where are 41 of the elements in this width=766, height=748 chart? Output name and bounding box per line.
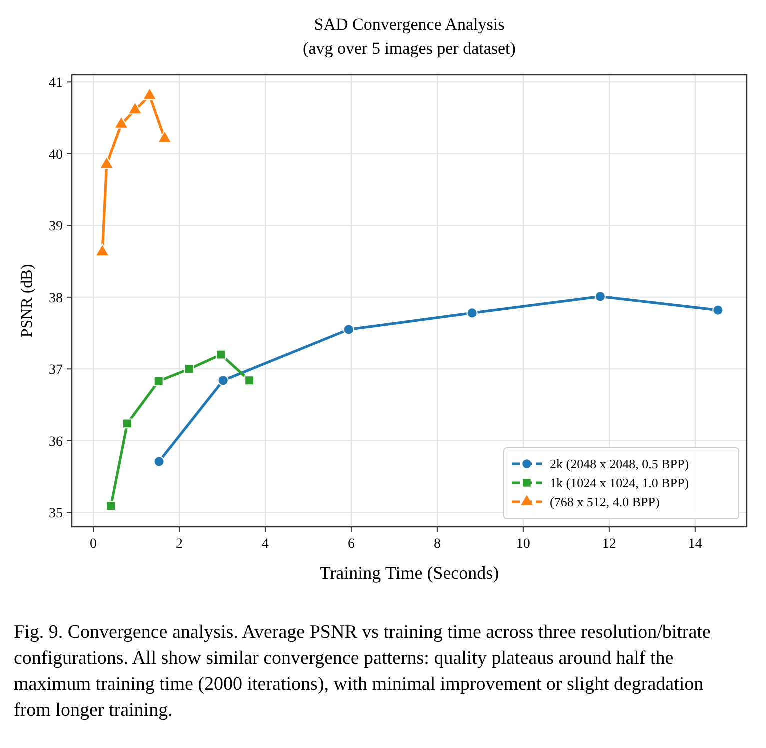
point [114,116,129,129]
x-tick-label: 4 [262,537,269,552]
point [154,456,165,468]
y-tick-label: 36 [49,434,63,450]
caption: Fig. 9. Convergence analysis. Average PSNR vs training time across three resolution/bitrate configurations. All show similar convergence patterns: quality plateaus around half the maximum training time (2000 iterations), with minimal improvement or slight degradation from longer training. [14,622,711,721]
point [594,291,606,302]
x-axis-title: Training Time (Seconds) [320,563,500,583]
legend-label: (768 x 512, 4.0 BPP) [550,494,660,510]
point [466,308,478,319]
point [216,350,226,360]
point [158,130,172,144]
point [128,102,142,115]
chart-subtitle: (avg over 5 images per dataset) [303,39,516,58]
point [122,418,132,429]
x-tick-label: 6 [348,537,355,552]
x-tick-label: 14 [688,537,702,552]
point [343,324,354,336]
y-tick-label: 37 [49,363,63,378]
y-axis-title: PSNR (dB) [19,264,36,338]
legend-label: 1k (1024 x 1024, 1.0 BPP) [550,476,690,491]
point [218,375,229,386]
point [244,376,255,386]
legend-label: 2k (2048 x 2048, 0.5 BPP) [550,456,690,472]
point [106,501,116,512]
y-tick-label: 40 [49,148,63,163]
x-tick-label: 8 [434,537,441,552]
x-tick-label: 0 [90,537,97,552]
point [154,376,164,386]
x-tick-label: 12 [602,537,616,552]
point [712,304,724,316]
point [100,156,114,170]
point [142,87,158,100]
point [95,244,110,257]
y-tick-label: 35 [49,506,63,522]
y-tick-label: 41 [49,76,63,92]
point [184,364,194,374]
chart-title: SAD Convergence Analysis [314,15,505,34]
x-tick-label: 10 [516,537,530,552]
y-tick-label: 38 [49,291,63,306]
x-tick-label: 2 [176,537,183,552]
y-tick-label: 39 [49,220,63,235]
